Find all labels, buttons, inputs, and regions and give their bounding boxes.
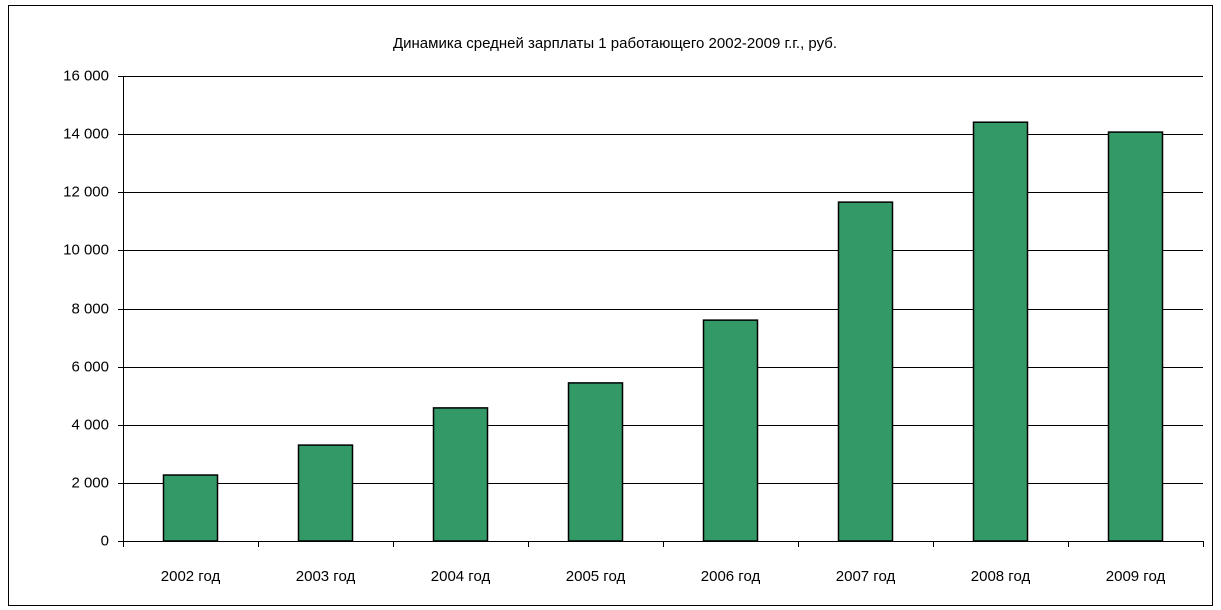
bar bbox=[567, 382, 624, 542]
y-tick-label: 8 000 bbox=[71, 300, 109, 317]
bar bbox=[702, 319, 759, 542]
bar bbox=[297, 444, 354, 542]
bar bbox=[972, 121, 1029, 542]
y-tick-label: 0 bbox=[101, 532, 109, 549]
bar bbox=[837, 201, 894, 542]
x-tick-label: 2003 год bbox=[296, 568, 356, 585]
x-tick-label: 2004 год bbox=[431, 568, 491, 585]
y-tick-label: 10 000 bbox=[63, 241, 109, 258]
x-tick-label: 2005 год bbox=[566, 568, 626, 585]
bar bbox=[432, 407, 489, 542]
y-tick-label: 6 000 bbox=[71, 358, 109, 375]
x-tick-label: 2009 год bbox=[1106, 568, 1166, 585]
bar bbox=[1107, 131, 1164, 542]
y-tick-label: 14 000 bbox=[63, 125, 109, 142]
y-tick-label: 12 000 bbox=[63, 183, 109, 200]
x-tick-label: 2002 год bbox=[161, 568, 221, 585]
x-tick-label: 2007 год bbox=[836, 568, 896, 585]
bar bbox=[162, 474, 219, 542]
y-tick-label: 16 000 bbox=[63, 67, 109, 84]
x-tick-label: 2008 год bbox=[971, 568, 1031, 585]
chart-title: Динамика средней зарплаты 1 работающего … bbox=[393, 35, 837, 52]
x-tick-label: 2006 год bbox=[701, 568, 761, 585]
y-tick-label: 4 000 bbox=[71, 416, 109, 433]
y-tick-label: 2 000 bbox=[71, 474, 109, 491]
